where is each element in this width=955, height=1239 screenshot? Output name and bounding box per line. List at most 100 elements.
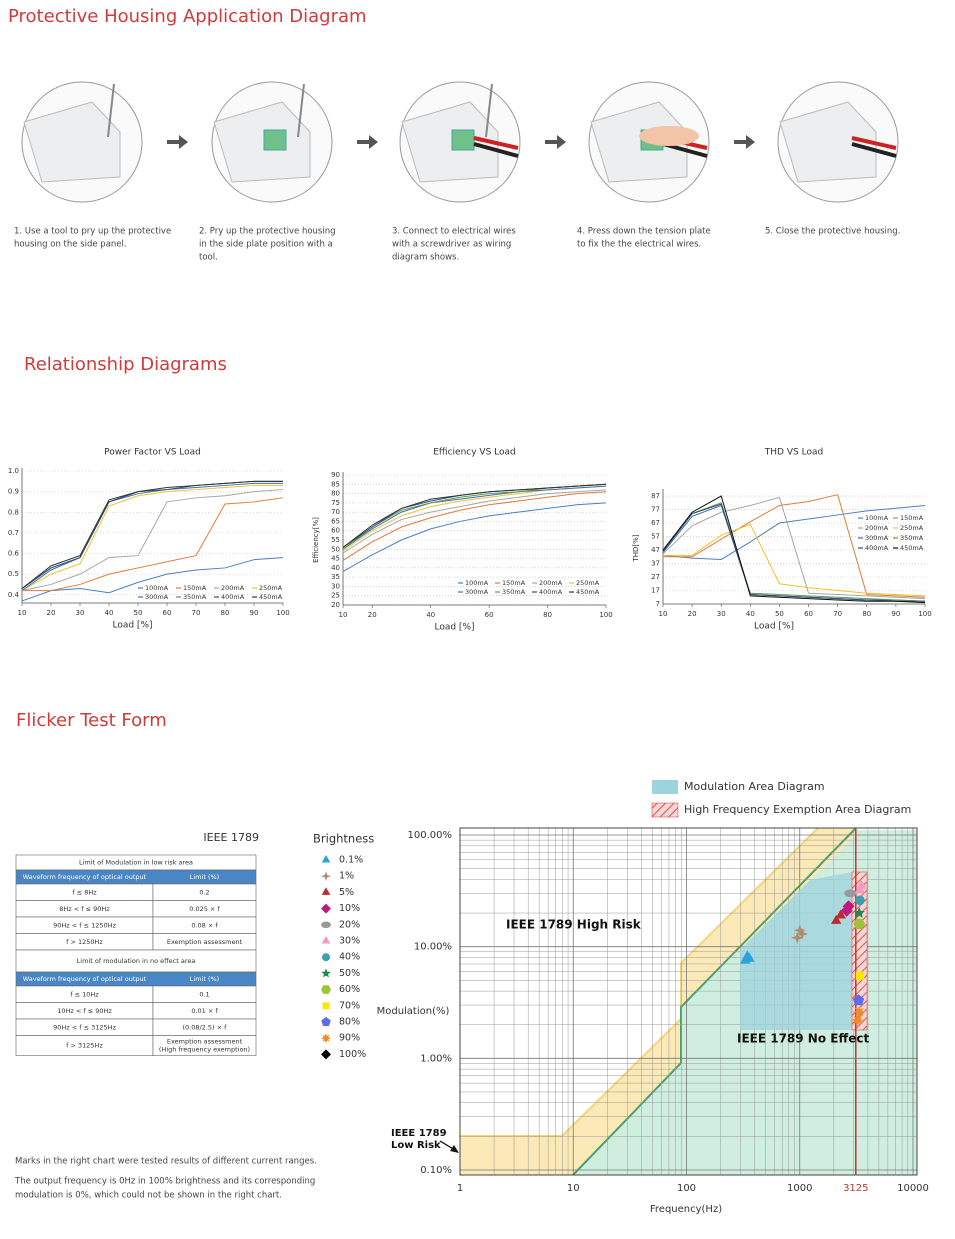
line bbox=[662, 502, 926, 602]
legend-swatch bbox=[321, 985, 331, 994]
legend-label: 50% bbox=[339, 968, 360, 979]
marker bbox=[791, 931, 804, 944]
annotation: IEEE 1789 No Effect bbox=[737, 1032, 869, 1046]
y-tick-label: 0.5 bbox=[8, 570, 19, 578]
x-tick-label: 90 bbox=[250, 609, 259, 617]
legend-swatch bbox=[322, 953, 330, 962]
marker bbox=[851, 1014, 864, 1027]
table-text: f ≤ 10Hz bbox=[70, 990, 99, 998]
table-text: Exemption assessment bbox=[167, 938, 243, 946]
area-legend-label: Modulation Area Diagram bbox=[684, 780, 825, 793]
y-tick-label: 85 bbox=[331, 480, 340, 488]
line bbox=[662, 496, 926, 600]
table-text: 10Hz < f ≤ 90Hz bbox=[57, 1007, 112, 1015]
legend-label: 200mA bbox=[865, 524, 889, 532]
legend-swatch bbox=[321, 1033, 331, 1044]
table-text: 90Hz < f ≤ 1250Hz bbox=[53, 921, 116, 929]
marker bbox=[852, 994, 865, 1006]
line bbox=[663, 523, 926, 597]
x-tick-label: 90 bbox=[891, 610, 900, 618]
annotation: Low Risk bbox=[391, 1140, 441, 1151]
arrow bbox=[167, 135, 188, 149]
step-caption: 2. Pry up the protective housing bbox=[199, 227, 336, 237]
x-axis-label: Load [%] bbox=[112, 621, 152, 631]
y-tick-label: 67 bbox=[651, 519, 660, 527]
legend-label: 100mA bbox=[145, 584, 169, 592]
wire bbox=[473, 136, 519, 150]
column-header: Limit (%) bbox=[190, 975, 219, 983]
legend-swatch bbox=[321, 921, 331, 929]
housing-shape bbox=[213, 101, 311, 183]
chart-title: THD VS Load bbox=[764, 448, 823, 458]
step-caption: 3. Connect to electrical wires bbox=[392, 227, 516, 237]
x-tick-label: 60 bbox=[804, 610, 813, 618]
x-tick-label: 30 bbox=[76, 609, 85, 617]
legend-label: 400mA bbox=[539, 588, 563, 596]
y-tick-label: 47 bbox=[651, 546, 660, 554]
line bbox=[21, 489, 284, 592]
tool bbox=[297, 83, 305, 138]
x-tick-label: 60 bbox=[485, 611, 494, 619]
legend-label: 450mA bbox=[900, 544, 924, 552]
x-tick-label: 100 bbox=[918, 610, 931, 618]
annotation: IEEE 1789 High Risk bbox=[506, 918, 642, 932]
legend-label: 200mA bbox=[221, 584, 245, 592]
step-caption: to fix the the electrical wires. bbox=[577, 240, 701, 250]
housing-shape bbox=[401, 101, 499, 183]
column-header: Limit (%) bbox=[190, 873, 219, 881]
legend-swatch bbox=[322, 1002, 330, 1010]
step-caption: housing on the side panel. bbox=[14, 240, 127, 250]
y-tick-label: 35 bbox=[331, 573, 340, 581]
legend-label: 450mA bbox=[259, 593, 283, 601]
y-tick-label: 65 bbox=[331, 517, 340, 525]
legend-title: Brightness bbox=[313, 832, 374, 846]
marker bbox=[855, 895, 865, 906]
finger bbox=[639, 126, 699, 146]
housing-shape bbox=[779, 101, 877, 183]
line bbox=[342, 483, 607, 548]
marker bbox=[853, 1006, 866, 1018]
y-tick-label: 1.00% bbox=[420, 1053, 452, 1064]
legend-label: 350mA bbox=[502, 588, 526, 596]
x-tick-label: 10000 bbox=[897, 1183, 929, 1194]
arrow bbox=[545, 135, 566, 149]
y-tick-label: 0.7 bbox=[8, 529, 19, 537]
line bbox=[342, 489, 607, 554]
legend-swatch bbox=[321, 871, 331, 882]
x-axis-label: Frequency(Hz) bbox=[650, 1204, 722, 1215]
line bbox=[22, 497, 284, 592]
table-heading: Limit of modulation in no effect area bbox=[77, 957, 196, 965]
tool bbox=[485, 83, 493, 138]
y-tick-label: 75 bbox=[331, 499, 340, 507]
legend-label: 400mA bbox=[865, 544, 889, 552]
x-tick-label: 10 bbox=[567, 1183, 580, 1194]
y-axis-label: Efficiency[%] bbox=[312, 517, 320, 563]
legend-label: 80% bbox=[339, 1017, 360, 1028]
x-tick-label: 100 bbox=[677, 1183, 696, 1194]
x-tick-label: 3125 bbox=[843, 1183, 868, 1194]
y-tick-label: 7 bbox=[656, 600, 660, 608]
y-tick-label: 50 bbox=[331, 545, 340, 553]
y-tick-label: 10.00% bbox=[414, 942, 452, 953]
legend-label: 450mA bbox=[576, 588, 600, 596]
x-axis-label: Load [%] bbox=[754, 622, 794, 632]
y-tick-label: 45 bbox=[331, 555, 340, 563]
legend-swatch bbox=[321, 1017, 331, 1026]
x-tick-label: 80 bbox=[221, 609, 230, 617]
legend-label: 100% bbox=[339, 1049, 366, 1060]
legend-label: 90% bbox=[339, 1033, 360, 1044]
x-tick-label: 1 bbox=[457, 1183, 463, 1194]
y-tick-label: 0.6 bbox=[8, 550, 20, 558]
legend-swatch bbox=[321, 1049, 331, 1060]
section-title: Flicker Test Form bbox=[16, 710, 167, 731]
legend-label: 150mA bbox=[183, 584, 207, 592]
marker bbox=[855, 971, 865, 980]
legend-label: 400mA bbox=[221, 593, 245, 601]
y-tick-label: 0.10% bbox=[420, 1165, 452, 1176]
grid bbox=[459, 828, 917, 1175]
table-text: 8Hz < f ≤ 90Hz bbox=[59, 905, 110, 913]
line bbox=[21, 482, 283, 592]
y-axis-label: Modulation(%) bbox=[377, 1006, 450, 1017]
modulation-area bbox=[740, 872, 852, 1030]
legend-swatch bbox=[321, 887, 331, 895]
